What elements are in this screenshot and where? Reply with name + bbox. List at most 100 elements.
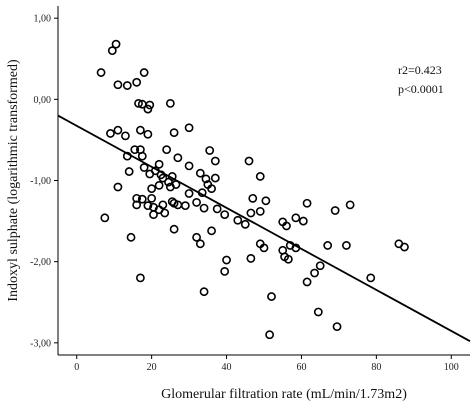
data-point bbox=[332, 322, 342, 331]
data-point bbox=[154, 159, 164, 169]
data-point bbox=[246, 208, 256, 218]
data-point bbox=[302, 277, 312, 287]
data-point bbox=[143, 129, 153, 139]
data-point bbox=[195, 239, 205, 249]
data-point bbox=[130, 145, 140, 155]
data-point bbox=[220, 210, 230, 219]
data-point bbox=[113, 125, 123, 135]
data-point bbox=[132, 200, 142, 210]
data-point bbox=[184, 161, 194, 171]
x-tick-label: 60 bbox=[296, 362, 306, 373]
data-point bbox=[210, 173, 220, 183]
data-point bbox=[315, 261, 325, 271]
data-point bbox=[366, 273, 376, 283]
data-point bbox=[139, 68, 149, 77]
y-tick-label: -1,00 bbox=[30, 176, 51, 187]
data-point bbox=[248, 193, 258, 203]
data-point bbox=[106, 129, 115, 138]
data-point bbox=[169, 128, 179, 138]
data-point bbox=[341, 241, 351, 250]
x-tick-label: 0 bbox=[74, 362, 79, 373]
data-point bbox=[147, 193, 157, 203]
data-point bbox=[201, 174, 211, 184]
x-tick-label: 40 bbox=[222, 362, 232, 373]
regression-line bbox=[57, 114, 471, 342]
data-point bbox=[165, 98, 175, 108]
data-point bbox=[139, 163, 149, 172]
data-point bbox=[212, 204, 222, 214]
data-point bbox=[323, 241, 333, 250]
data-point bbox=[199, 203, 209, 213]
data-point bbox=[126, 232, 136, 242]
y-tick-label: -3,00 bbox=[30, 338, 51, 349]
data-point bbox=[154, 180, 164, 190]
data-point bbox=[107, 46, 117, 56]
data-point bbox=[246, 254, 256, 263]
data-point bbox=[143, 201, 153, 211]
tick-marks bbox=[54, 17, 452, 359]
data-point bbox=[180, 201, 190, 211]
data-point bbox=[345, 200, 355, 210]
data-point bbox=[162, 145, 172, 155]
data-point bbox=[135, 273, 145, 283]
data-point bbox=[267, 292, 276, 301]
data-point bbox=[160, 208, 170, 218]
data-point bbox=[192, 232, 201, 242]
data-points bbox=[96, 39, 409, 340]
data-point bbox=[255, 172, 265, 181]
data-point bbox=[199, 287, 209, 297]
data-point bbox=[233, 215, 243, 225]
data-point bbox=[137, 151, 147, 161]
tick-labels: 0 20 40 60 80 100 1,00 0,00 -1,00 -2,00 -3,00 bbox=[30, 14, 459, 373]
data-point bbox=[240, 219, 250, 229]
data-point bbox=[135, 125, 145, 135]
data-point bbox=[149, 210, 158, 219]
data-point bbox=[124, 167, 134, 176]
annotation-p-value: p<0.0001 bbox=[398, 82, 444, 96]
data-point bbox=[145, 169, 155, 179]
data-point bbox=[400, 242, 409, 252]
x-tick-label: 80 bbox=[371, 362, 381, 373]
data-point bbox=[143, 104, 153, 114]
y-tick-label: -2,00 bbox=[30, 257, 51, 268]
data-point bbox=[283, 254, 293, 264]
data-point bbox=[113, 80, 123, 90]
data-point bbox=[113, 182, 123, 192]
data-point bbox=[164, 177, 173, 187]
data-point bbox=[298, 216, 308, 226]
data-point bbox=[147, 184, 157, 194]
data-point bbox=[291, 213, 301, 223]
annotation-r2: r2=0.423 bbox=[398, 63, 442, 77]
data-point bbox=[302, 198, 312, 208]
data-point bbox=[137, 194, 147, 204]
data-point bbox=[195, 168, 205, 178]
data-point bbox=[205, 146, 215, 155]
data-point bbox=[122, 81, 132, 90]
data-point bbox=[244, 156, 254, 166]
x-tick-label: 20 bbox=[147, 362, 157, 373]
data-point bbox=[132, 77, 142, 87]
data-point bbox=[282, 221, 291, 231]
data-point bbox=[100, 213, 110, 223]
data-point bbox=[207, 184, 216, 194]
data-point bbox=[255, 206, 265, 216]
data-point bbox=[310, 268, 319, 278]
data-point bbox=[184, 123, 194, 133]
data-point bbox=[313, 307, 323, 317]
data-point bbox=[169, 224, 179, 234]
y-tick-label: 1,00 bbox=[34, 14, 52, 25]
data-point bbox=[261, 196, 271, 206]
data-point bbox=[111, 39, 121, 49]
y-tick-label: 0,00 bbox=[34, 95, 52, 106]
data-point bbox=[330, 206, 340, 215]
data-point bbox=[145, 100, 155, 110]
data-point bbox=[207, 226, 216, 236]
data-point bbox=[173, 153, 183, 163]
data-point bbox=[134, 98, 143, 108]
x-axis-title: Glomerular filtration rate (mL/min/1.73m… bbox=[161, 387, 407, 402]
data-point bbox=[210, 156, 220, 166]
data-point bbox=[96, 68, 106, 77]
data-point bbox=[184, 189, 194, 198]
x-tick-label: 100 bbox=[444, 362, 459, 373]
